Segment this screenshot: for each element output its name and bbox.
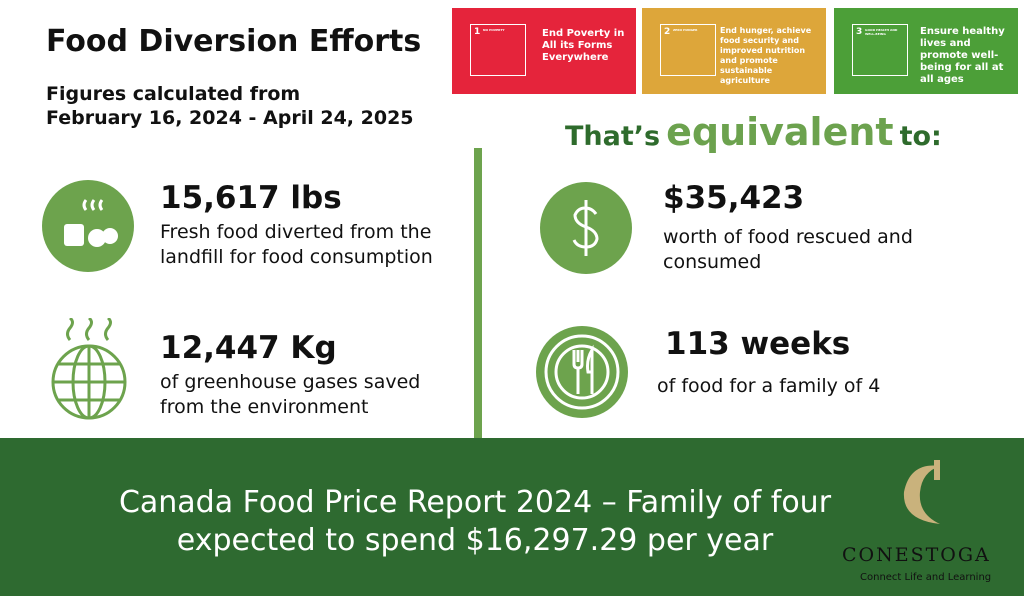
stat-description: worth of food rescued and consumed — [663, 225, 913, 275]
footer-line: expected to spend $16,297.29 per year — [176, 523, 774, 558]
stat-value: 113 weeks — [665, 326, 851, 362]
divider — [474, 148, 482, 440]
equivalent-heading: That’s equivalent to: — [565, 110, 942, 154]
plate-icon — [536, 326, 628, 418]
stat-value: 15,617 lbs — [160, 180, 342, 216]
icon-art — [572, 200, 599, 256]
desc-line: Fresh food diverted from the — [160, 221, 432, 243]
title: Food Diversion Efforts — [46, 24, 422, 59]
sdg-icon: 3 GOOD HEALTH AND WELL-BEING — [852, 24, 908, 76]
heading-part: That’s — [565, 121, 661, 152]
desc-line: landfill for food consumption — [160, 246, 433, 268]
stat-description: Fresh food diverted from the landfill for… — [160, 220, 433, 270]
logo-name: CONESTOGA — [842, 544, 991, 566]
stat-value: 12,447 Kg — [160, 330, 337, 366]
stat-value: $35,423 — [663, 180, 805, 216]
dollar-icon — [540, 182, 632, 274]
desc-line: of food for a family of 4 — [657, 375, 881, 397]
footer-text: Canada Food Price Report 2024 – Family o… — [0, 484, 950, 560]
stat-description: of greenhouse gases saved from the enviro… — [160, 370, 420, 420]
sdg-label: GOOD HEALTH AND WELL-BEING — [865, 28, 898, 36]
footer-band — [0, 438, 1024, 596]
stat-description: of food for a family of 4 — [657, 374, 880, 399]
desc-line: of greenhouse gases saved — [160, 371, 421, 393]
subtitle-line: February 16, 2024 - April 24, 2025 — [46, 107, 414, 129]
sdg-text: End Poverty in All its Forms Everywhere — [542, 28, 625, 63]
sdg-icon: 2 ZERO HUNGER — [660, 24, 716, 76]
subtitle: Figures calculated from February 16, 202… — [46, 82, 414, 130]
globe-icon — [51, 318, 127, 420]
heading-emphasis: equivalent — [666, 110, 894, 154]
heading-part: to: — [899, 121, 942, 152]
sdg-number: 3 — [856, 27, 863, 37]
subtitle-line: Figures calculated from — [46, 83, 301, 105]
sdg-number: 2 — [664, 27, 671, 37]
sdg-label: ZERO HUNGER — [673, 28, 698, 32]
footer-line: Canada Food Price Report 2024 – Family o… — [118, 485, 832, 520]
sdg-text: Ensure healthy lives and promote well-be… — [920, 26, 1005, 85]
sdg-text: End hunger, achieve food security and im… — [720, 26, 812, 85]
desc-line: consumed — [663, 251, 762, 273]
sdg-label: NO POVERTY — [483, 28, 505, 32]
sdg-tile: 2 ZERO HUNGER End hunger, achieve food se… — [642, 8, 826, 94]
desc-line: from the environment — [160, 396, 369, 418]
desc-line: worth of food rescued and — [663, 226, 913, 248]
sdg-tile: 1 NO POVERTY End Poverty in All its Forms… — [452, 8, 636, 94]
sdg-icon: 1 NO POVERTY — [470, 24, 526, 76]
food-icon — [42, 180, 134, 272]
logo-mark — [903, 460, 940, 524]
sdg-tile: 3 GOOD HEALTH AND WELL-BEING Ensure healt… — [834, 8, 1018, 94]
logo-tagline: Connect Life and Learning — [860, 572, 992, 583]
icon-art — [544, 334, 620, 410]
icon-art — [64, 199, 118, 247]
sdg-number: 1 — [474, 27, 481, 37]
